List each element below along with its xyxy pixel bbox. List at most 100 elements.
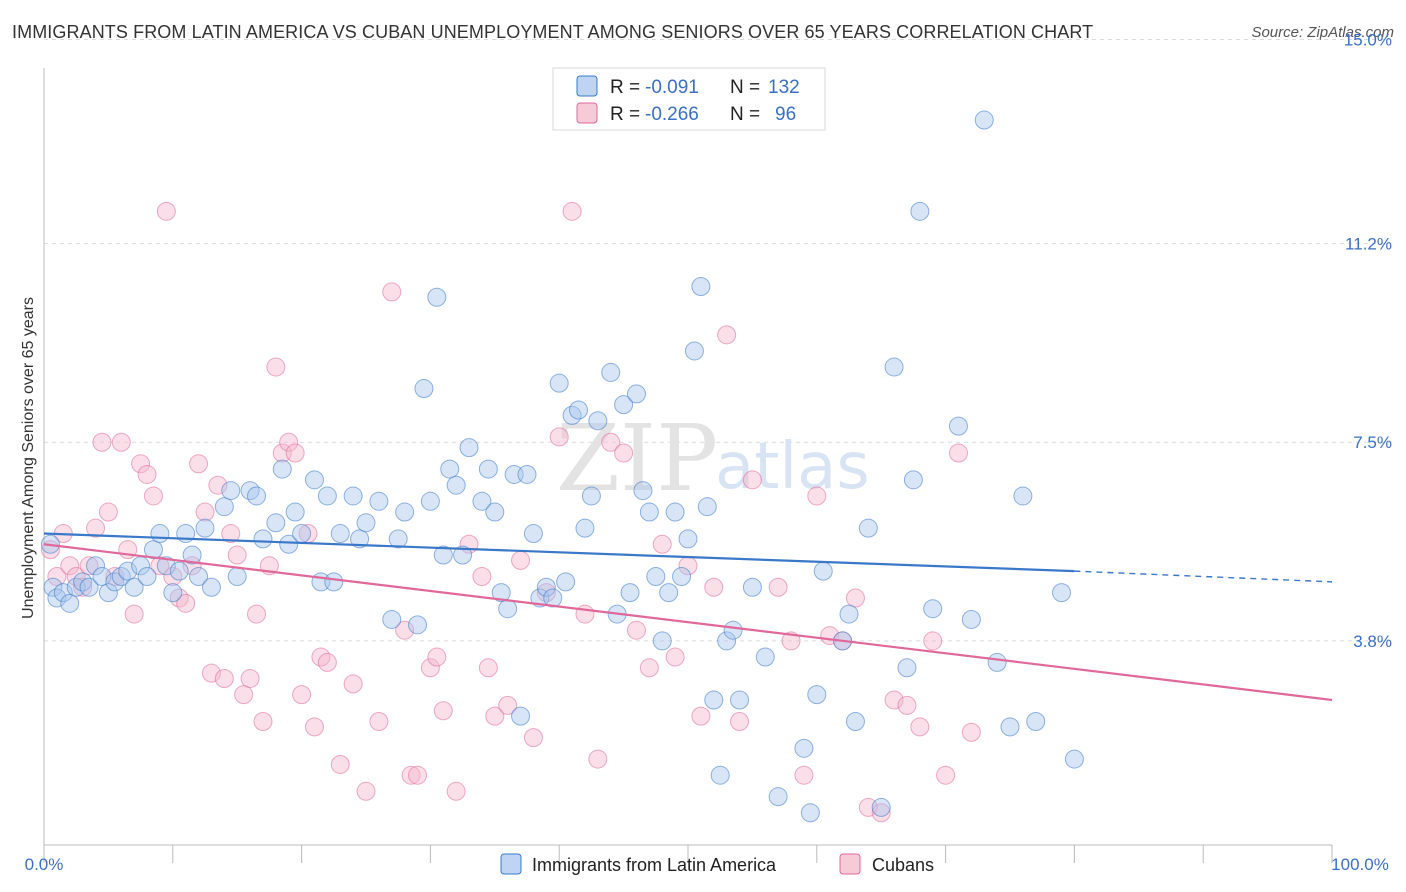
point-s1-1: [47, 566, 67, 586]
point-s0-115: [923, 599, 943, 619]
point-s1-33: [253, 711, 273, 731]
point-s0-7: [79, 577, 99, 597]
point-s0-29: [227, 566, 247, 586]
legend-r-value-2: -0.266: [645, 104, 699, 125]
point-s1-71: [639, 658, 659, 678]
point-s1-64: [549, 427, 569, 447]
legend: R = -0.091 N = 132 R = -0.266 N = 96: [552, 67, 826, 131]
point-s0-10: [98, 583, 118, 603]
point-s1-4: [66, 566, 86, 586]
point-s0-12: [111, 566, 131, 586]
point-s1-67: [588, 749, 608, 769]
x-tick-label-right: 100.0%: [1331, 855, 1389, 874]
point-s0-42: [330, 524, 350, 544]
point-s1-69: [614, 443, 634, 463]
legend-n-label-1: N =: [730, 77, 760, 98]
point-s1-23: [189, 454, 209, 474]
point-s0-92: [691, 277, 711, 297]
point-s0-72: [556, 572, 576, 592]
point-s1-84: [807, 486, 827, 506]
legend-swatch-blue: [576, 75, 598, 97]
point-s0-51: [414, 379, 434, 399]
point-s1-94: [936, 765, 956, 785]
point-s0-33: [266, 513, 286, 533]
point-s0-66: [517, 464, 537, 484]
point-s0-73: [562, 405, 582, 425]
point-s0-119: [987, 652, 1007, 672]
point-s1-88: [858, 797, 878, 817]
y-axis-label: Unemployment Among Seniors over 65 years: [20, 297, 37, 619]
point-s1-60: [498, 695, 518, 715]
point-s1-48: [382, 282, 402, 302]
point-s1-26: [208, 475, 228, 495]
point-s0-113: [903, 470, 923, 490]
y-tick-labels: 3.8% 7.5% 11.2% 15.0%: [1344, 30, 1392, 650]
point-s0-17: [143, 540, 163, 560]
point-s0-14: [124, 577, 144, 597]
point-s0-94: [704, 690, 724, 710]
point-s0-117: [961, 609, 981, 629]
point-s0-101: [768, 787, 788, 807]
point-s1-6: [79, 556, 99, 576]
point-s1-41: [304, 717, 324, 737]
series-legend-swatch-pink: [839, 853, 861, 875]
point-s1-31: [240, 669, 260, 689]
point-s0-45: [356, 513, 376, 533]
point-s0-91: [684, 341, 704, 361]
point-s1-36: [272, 443, 292, 463]
point-s1-44: [330, 754, 350, 774]
point-s0-32: [253, 529, 273, 549]
point-s0-71: [549, 373, 569, 393]
point-s1-21: [176, 593, 196, 613]
legend-r-label-2: R =: [610, 104, 640, 125]
x-ticks: [43, 845, 1333, 863]
point-s1-90: [884, 690, 904, 710]
point-s0-11: [105, 572, 125, 592]
point-s0-1: [43, 577, 63, 597]
point-s0-86: [652, 631, 672, 651]
point-s0-34: [272, 459, 292, 479]
point-s1-54: [433, 701, 453, 721]
point-s0-63: [498, 599, 518, 619]
point-s0-65: [511, 706, 531, 726]
point-s1-35: [266, 357, 286, 377]
point-s1-62: [523, 728, 543, 748]
point-s1-39: [292, 685, 312, 705]
x-tick-label-left: 0.0%: [25, 855, 64, 874]
point-s0-107: [839, 604, 859, 624]
point-s0-38: [304, 470, 324, 490]
point-s0-76: [581, 486, 601, 506]
point-s0-87: [659, 583, 679, 603]
point-s1-24: [195, 502, 215, 522]
point-s0-58: [459, 438, 479, 458]
point-s1-52: [420, 658, 440, 678]
point-s1-9: [98, 502, 118, 522]
point-s1-93: [923, 631, 943, 651]
point-s0-6: [73, 572, 93, 592]
point-s1-83: [794, 765, 814, 785]
point-s1-46: [356, 781, 376, 801]
point-s1-13: [124, 604, 144, 624]
series-legend: Immigrants from Latin America Cubans: [500, 853, 934, 875]
point-s0-4: [60, 593, 80, 613]
point-s0-80: [614, 395, 634, 415]
point-s1-63: [536, 583, 556, 603]
point-s1-51: [408, 765, 428, 785]
series-legend-swatch-blue: [500, 853, 522, 875]
point-s1-32: [247, 604, 267, 624]
legend-swatch-pink: [576, 102, 598, 124]
point-s0-60: [478, 459, 498, 479]
point-s0-8: [86, 556, 106, 576]
point-s1-27: [214, 669, 234, 689]
point-s1-89: [871, 803, 891, 823]
trend-lines: [43, 532, 1333, 702]
point-s1-19: [163, 566, 183, 586]
point-s0-50: [408, 615, 428, 635]
y-tick-label-3: 15.0%: [1344, 30, 1392, 49]
point-s1-3: [60, 556, 80, 576]
legend-box: [552, 67, 826, 131]
point-s1-7: [86, 518, 106, 538]
point-s0-95: [710, 765, 730, 785]
trend-line-0: [43, 532, 1075, 573]
point-s1-50: [401, 765, 421, 785]
